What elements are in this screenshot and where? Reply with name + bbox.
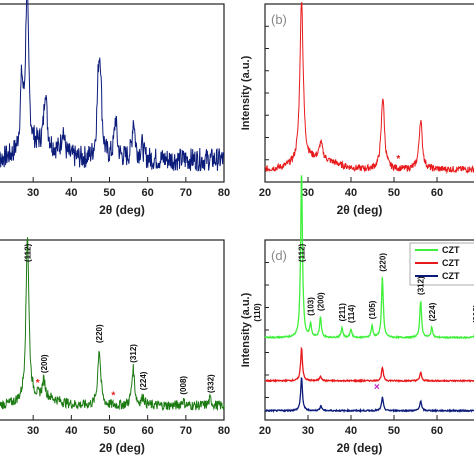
legend-box (409, 242, 474, 286)
x-axis-ticks: 20 30 40 50 60 (259, 415, 443, 437)
x-axis-label: 2θ (deg) (337, 441, 383, 455)
x-tick-label: 40 (65, 425, 77, 437)
x-tick-label: 30 (27, 425, 39, 437)
panel-2: 20 30 40 50 60 2θ (deg) Intensity (a.u.) (b) * (240, 2, 474, 217)
peak-label: (224) (428, 302, 437, 321)
legend-label: CZT (442, 245, 460, 255)
x-axis-label: 2θ (deg) (99, 441, 145, 455)
peak-label: (112) (23, 243, 32, 262)
x-tick-label: 80 (218, 187, 230, 199)
x-tick-label: 20 (259, 425, 271, 437)
x-tick-label: 30 (302, 425, 314, 437)
panel-3: 30 40 50 60 70 80 2θ (deg) (112) (200) (220) (312)… (0, 237, 230, 455)
peak-label: (332) (206, 374, 215, 393)
peak-label: (008) (472, 304, 474, 323)
peak-label: (114) (347, 304, 356, 323)
impurity-marker: * (396, 154, 400, 165)
impurity-marker: × (374, 382, 380, 393)
x-tick-label: 40 (345, 187, 357, 199)
peak-label: (224) (139, 371, 148, 390)
x-tick-label: 40 (65, 187, 77, 199)
y-axis-label: Intensity (a.u.) (240, 55, 252, 130)
peak-label: (112) (298, 243, 307, 262)
peak-label: (312) (129, 344, 138, 363)
series-line (264, 175, 474, 340)
plot-frame (264, 3, 474, 183)
legend-label: CZT (442, 271, 460, 281)
x-tick-label: 50 (103, 425, 115, 437)
series-line (264, 376, 474, 414)
series-line (264, 2, 474, 175)
x-tick-label: 50 (388, 425, 400, 437)
peak-label: (008) (179, 376, 188, 395)
x-tick-label: 80 (218, 425, 230, 437)
peak-label: (220) (378, 253, 387, 272)
series-line (264, 346, 474, 383)
peak-label: (312) (417, 276, 426, 295)
x-tick-label: 30 (27, 187, 39, 199)
legend-label: CZT (442, 258, 460, 268)
impurity-marker: * (36, 378, 40, 389)
x-tick-label: 30 (302, 187, 314, 199)
panel-4: 20 30 40 50 60 2θ (deg) Intensity (a.u.) (d) CZT… (240, 175, 474, 455)
x-tick-label: 20 (259, 187, 271, 199)
y-axis-label: Intensity (a.u.) (240, 292, 252, 367)
x-axis-ticks: 30 40 50 60 70 80 (27, 177, 230, 199)
x-tick-label: 50 (103, 187, 115, 199)
x-axis-ticks: 20 30 40 50 60 (259, 177, 443, 199)
x-axis-ticks: 30 40 50 60 70 80 (27, 415, 230, 437)
peak-label: (200) (316, 292, 325, 311)
panel-label: (d) (271, 248, 287, 263)
x-tick-label: 60 (431, 425, 443, 437)
x-tick-label: 50 (388, 187, 400, 199)
panel-1: 30 40 50 60 70 80 2θ (deg) (0, 0, 230, 217)
peak-label: (220) (95, 324, 104, 343)
peak-label: (200) (40, 354, 49, 373)
series-line (0, 237, 225, 411)
impurity-marker: * (111, 390, 115, 401)
panel-label: (b) (271, 12, 287, 27)
peak-label: (105) (368, 300, 377, 319)
peak-label: (211) (338, 303, 347, 322)
x-tick-label: 60 (431, 187, 443, 199)
x-axis-label: 2θ (deg) (99, 203, 145, 217)
series-line (0, 0, 225, 172)
x-tick-label: 70 (180, 425, 192, 437)
x-tick-label: 60 (142, 187, 154, 199)
x-axis-label: 2θ (deg) (337, 203, 383, 217)
peak-label: (110) (253, 303, 262, 322)
x-tick-label: 60 (142, 425, 154, 437)
peak-label: (103) (307, 297, 316, 316)
x-tick-label: 40 (345, 425, 357, 437)
x-tick-label: 70 (180, 187, 192, 199)
